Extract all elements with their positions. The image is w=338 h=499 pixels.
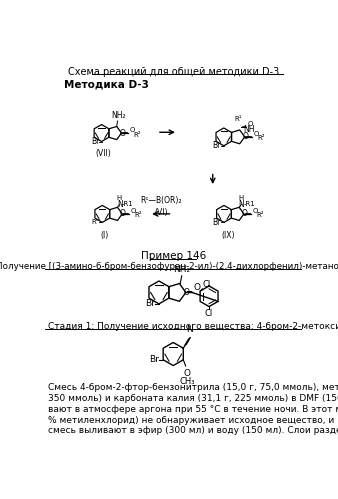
Text: -R1: -R1 [244,201,256,207]
Text: R²: R² [135,213,142,219]
Text: O: O [184,288,190,297]
Text: Br: Br [91,137,99,146]
Text: (IX): (IX) [221,231,235,240]
Text: NH₂: NH₂ [111,111,126,120]
Text: N: N [117,200,123,209]
Text: Rⁿ: Rⁿ [92,220,99,226]
Text: O: O [120,210,126,219]
Text: H: H [116,195,122,201]
Text: N: N [239,200,244,209]
Text: R¹—B(OR)₂: R¹—B(OR)₂ [140,196,182,205]
Text: NH₂: NH₂ [173,265,190,274]
Text: O: O [242,210,248,219]
Text: Смесь 4-бром-2-фтор-бензонитрила (15,0 г, 75,0 ммоль), метанола (30,4 мл,: Смесь 4-бром-2-фтор-бензонитрила (15,0 г… [48,383,338,392]
Text: O: O [243,132,248,141]
Text: O: O [194,283,200,292]
Text: (VI): (VI) [154,208,168,217]
Text: CH₃: CH₃ [179,377,195,386]
Text: O: O [247,121,253,127]
Text: Стадия 1: Получение исходного вещества: 4-бром-2-метокси-бензонитрила: Стадия 1: Получение исходного вещества: … [48,322,338,331]
Text: Пример 146: Пример 146 [141,251,206,261]
Text: N: N [186,325,193,334]
Text: O: O [119,129,125,138]
Text: Схема реакций для общей методики D-3: Схема реакций для общей методики D-3 [68,67,279,77]
Text: O: O [184,369,191,378]
Text: % метиленхлорид) не обнаруживает исходное вещество, и реакционную: % метиленхлорид) не обнаруживает исходно… [48,416,338,425]
Text: R²: R² [134,132,142,138]
Text: O: O [253,131,259,137]
Text: O: O [252,208,258,214]
Text: R¹: R¹ [235,116,242,122]
Text: O: O [129,127,135,133]
Text: R²: R² [257,135,265,141]
Text: Получение [(3-амино-6-бром-бензофуран-2-ил)-(2,4-дихлорфенил)-метанона: Получение [(3-амино-6-бром-бензофуран-2-… [0,261,338,270]
Text: O: O [131,208,136,214]
Text: Br: Br [145,299,155,308]
Text: вают в атмосфере аргона при 55 °C в течение ночи. В этот момент ТСХ (100: вают в атмосфере аргона при 55 °C в тече… [48,405,338,414]
Text: смесь выливают в эфир (300 мл) и воду (150 мл). Слои разделяют и органи-: смесь выливают в эфир (300 мл) и воду (1… [48,427,338,436]
Text: Cl: Cl [202,280,211,289]
Text: -R1: -R1 [122,201,134,207]
Text: Cl: Cl [205,309,213,318]
Text: Br: Br [149,355,159,364]
Text: Br: Br [213,218,221,227]
Text: (I): (I) [100,231,108,240]
Text: H: H [238,195,243,201]
Text: (VII): (VII) [96,149,111,158]
Text: NH: NH [243,125,254,134]
Text: Методика D-3: Методика D-3 [64,79,149,89]
Text: Br: Br [212,141,221,150]
Text: 350 ммоль) и карбоната калия (31,1 г, 225 ммоль) в DMF (150 мл) перемеши-: 350 ммоль) и карбоната калия (31,1 г, 22… [48,394,338,403]
Text: R²: R² [256,213,264,219]
